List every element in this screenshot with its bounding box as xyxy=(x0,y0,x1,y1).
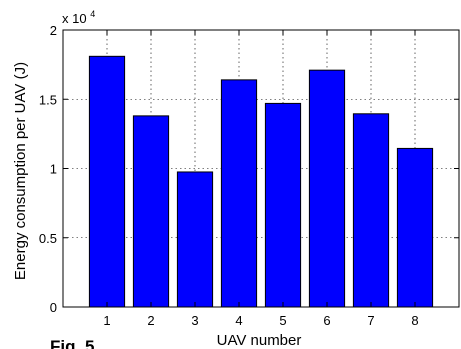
bar xyxy=(220,79,258,308)
x-tick-label: 7 xyxy=(367,313,374,328)
x-tick-label: 4 xyxy=(235,313,242,328)
bar xyxy=(176,171,214,308)
x-tick-label: 5 xyxy=(279,313,286,328)
y-tick-label: 0 xyxy=(50,300,57,315)
y-tick-label: 1 xyxy=(50,162,57,177)
y-axis-multiplier: x 10 4 xyxy=(62,9,95,26)
x-tick-label: 6 xyxy=(323,313,330,328)
bar xyxy=(352,113,390,308)
bar xyxy=(132,115,170,308)
bar xyxy=(88,55,126,308)
bar-series xyxy=(88,55,434,308)
x-tick-label: 8 xyxy=(411,313,418,328)
axis-ticks: 0 0.5 1 1.5 2 1 2 3 4 5 6 7 8 xyxy=(39,23,459,328)
y-multiplier-base: x 10 xyxy=(62,11,87,26)
y-tick-label: 0.5 xyxy=(39,231,57,246)
x-axis-label: UAV number xyxy=(217,332,302,349)
x-tick-label: 3 xyxy=(191,313,198,328)
bar xyxy=(264,102,302,308)
bar xyxy=(308,69,346,308)
y-axis-label: Energy consumption per UAV (J) xyxy=(12,62,29,280)
y-tick-label: 2 xyxy=(50,23,57,38)
y-multiplier-exponent: 4 xyxy=(90,9,95,19)
figure-caption-fragment: Fig. 5 xyxy=(50,337,94,349)
bar xyxy=(396,147,434,308)
x-tick-label: 1 xyxy=(103,313,110,328)
x-tick-label: 2 xyxy=(147,313,154,328)
y-tick-label: 1.5 xyxy=(39,92,57,107)
